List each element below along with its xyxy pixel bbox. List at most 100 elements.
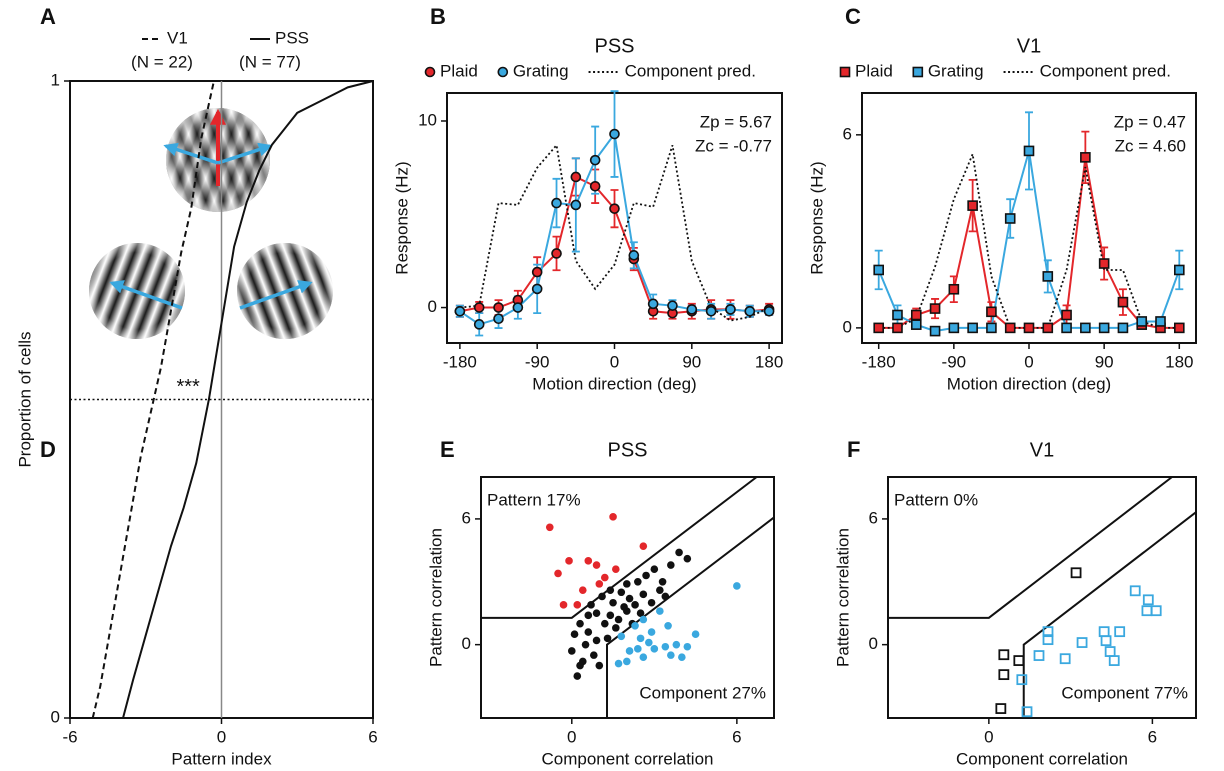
data-point <box>995 703 1007 714</box>
data-point <box>578 586 587 594</box>
data-point <box>986 322 997 334</box>
data-point <box>473 319 485 330</box>
x-tick-label: 180 <box>1165 352 1193 371</box>
data-point <box>873 322 885 334</box>
data-point <box>683 642 692 651</box>
y-axis-label: Response (Hz) <box>807 161 826 274</box>
data-point <box>1016 674 1028 686</box>
annotation: Zc = -0.77 <box>695 136 772 155</box>
data-point <box>656 586 664 594</box>
data-point <box>647 628 656 636</box>
data-point <box>948 322 960 334</box>
data-point <box>601 573 609 582</box>
chart-title: V1 <box>1017 35 1041 57</box>
data-point <box>967 200 978 211</box>
panel-letter: C <box>845 4 861 29</box>
data-point <box>1023 322 1035 334</box>
data-point <box>454 305 466 317</box>
x-tick-label: -6 <box>62 727 77 746</box>
data-point <box>512 302 524 313</box>
series-line <box>91 80 215 719</box>
data-point <box>634 645 642 653</box>
annotation: Pattern 0% <box>894 490 978 509</box>
data-point <box>873 264 885 276</box>
class-boundary <box>888 476 1173 619</box>
plot-frame <box>480 476 775 719</box>
y-axis-label: Pattern correlation <box>426 528 445 667</box>
annotation: *** <box>176 376 200 398</box>
plot-frame <box>887 476 1197 719</box>
data-point <box>1021 706 1033 718</box>
data-point <box>631 601 639 609</box>
data-point <box>559 601 568 609</box>
data-point <box>1098 258 1110 269</box>
annotation: Pattern 17% <box>487 490 581 509</box>
data-point <box>493 302 504 313</box>
data-point <box>650 645 659 653</box>
data-point <box>1174 264 1185 276</box>
data-point <box>1080 322 1091 334</box>
data-point <box>639 615 648 624</box>
data-point <box>650 565 659 574</box>
annotation: Zc = 4.60 <box>1115 136 1186 155</box>
legend-label: (N = 22) <box>131 52 193 71</box>
legend-label: (N = 77) <box>239 52 301 71</box>
data-point <box>733 582 741 590</box>
data-point <box>672 640 681 649</box>
data-point <box>1136 316 1148 327</box>
data-point <box>1013 655 1025 666</box>
data-point <box>570 171 582 183</box>
data-point <box>595 661 604 670</box>
y-axis-label: Proportion of cells <box>15 331 34 467</box>
chart-title: PSS <box>594 35 634 57</box>
data-point <box>763 305 775 317</box>
data-point <box>565 557 573 565</box>
data-point <box>1070 567 1082 579</box>
data-point <box>658 577 667 586</box>
data-point <box>705 305 717 317</box>
data-point <box>1174 322 1185 334</box>
data-point <box>656 607 664 615</box>
data-point <box>636 609 645 618</box>
data-point <box>1004 213 1016 224</box>
y-tick-label: 6 <box>462 508 471 527</box>
data-point <box>686 304 698 315</box>
data-point <box>631 621 639 630</box>
data-point <box>589 154 601 166</box>
data-point <box>642 571 650 580</box>
data-point <box>1080 152 1091 163</box>
data-point <box>625 594 634 603</box>
data-point <box>601 619 609 628</box>
legend-label: Grating <box>928 61 984 80</box>
data-point <box>612 565 620 574</box>
data-point <box>1059 653 1071 665</box>
data-point <box>1117 296 1129 308</box>
y-axis-label: Pattern correlation <box>833 528 852 667</box>
x-tick-label: -90 <box>525 352 550 371</box>
data-point <box>584 557 593 565</box>
data-point <box>1114 626 1126 638</box>
data-point <box>910 309 922 321</box>
x-tick-label: 6 <box>732 727 741 746</box>
legend-marker <box>912 66 924 78</box>
data-point <box>570 199 582 211</box>
data-point <box>647 298 659 310</box>
data-point <box>609 513 617 521</box>
y-tick-label: 0 <box>462 634 471 653</box>
y-tick-label: 1 <box>51 70 60 89</box>
data-point <box>551 248 562 259</box>
data-point <box>1150 605 1162 617</box>
data-point <box>661 592 670 601</box>
data-point <box>639 542 648 550</box>
data-point <box>603 634 612 643</box>
data-point <box>1141 605 1153 617</box>
data-point <box>606 611 615 620</box>
data-point <box>609 598 617 607</box>
data-point <box>545 523 554 532</box>
data-point <box>625 647 634 655</box>
data-point <box>744 305 756 317</box>
data-point <box>683 554 692 563</box>
data-point <box>592 636 601 645</box>
data-point <box>986 306 997 318</box>
annotation: Zp = 5.67 <box>700 112 772 131</box>
